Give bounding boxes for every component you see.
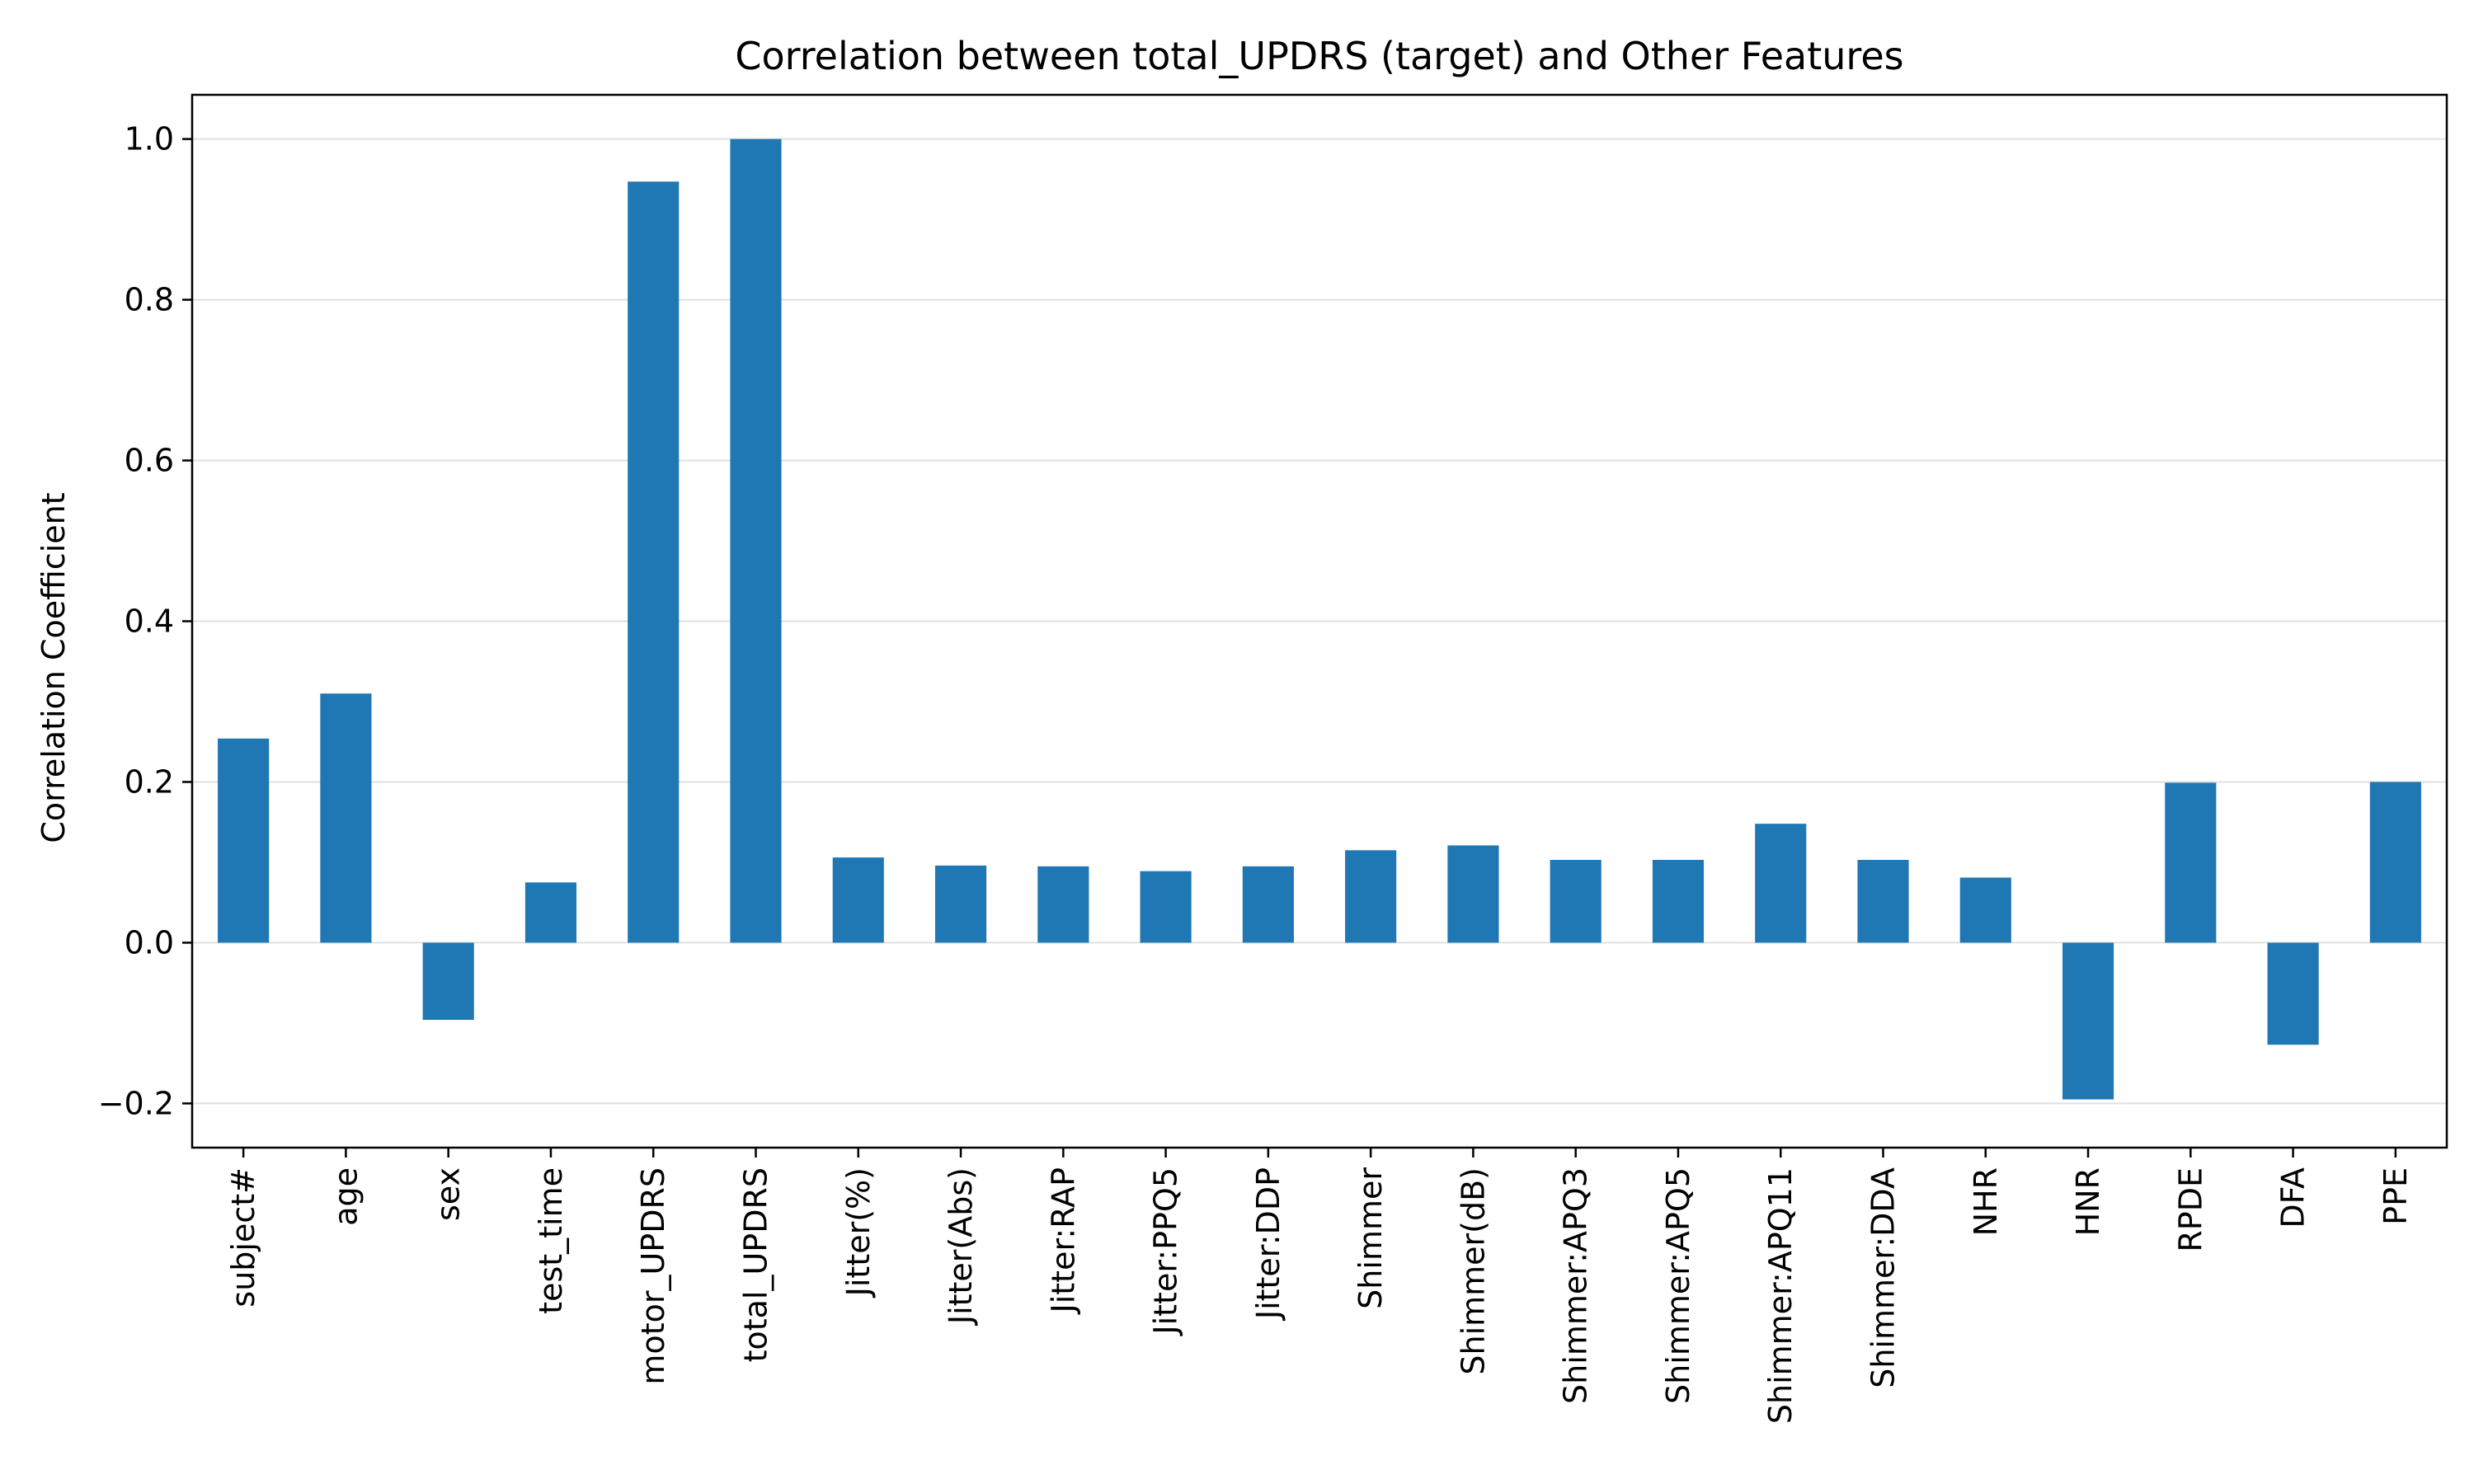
y-tick-label: 0.6 bbox=[125, 443, 174, 479]
chart-title: Correlation between total_UPDRS (target)… bbox=[735, 34, 1903, 78]
x-tick-label: Shimmer:DDA bbox=[1865, 1167, 1902, 1388]
x-tick-label: sex bbox=[430, 1167, 467, 1221]
x-tick-label: Jitter(Abs) bbox=[943, 1167, 979, 1326]
bar-RPDE bbox=[2165, 782, 2217, 943]
bar-Shimmer:APQ5 bbox=[1652, 860, 1705, 943]
x-tick-label: motor_UPDRS bbox=[635, 1167, 671, 1385]
bar-NHR bbox=[1959, 877, 2011, 943]
bar-total_UPDRS bbox=[730, 139, 782, 943]
x-tick-label: total_UPDRS bbox=[738, 1167, 774, 1362]
bar-Jitter(Abs) bbox=[934, 865, 987, 943]
x-tick-label: Shimmer bbox=[1352, 1167, 1389, 1309]
x-tick-label: Jitter(%) bbox=[840, 1167, 877, 1298]
bar-Shimmer(dB) bbox=[1447, 845, 1499, 943]
bar-PPE bbox=[2369, 782, 2421, 943]
x-tick-label: Shimmer:APQ5 bbox=[1660, 1167, 1696, 1404]
y-tick-label: −0.2 bbox=[98, 1085, 174, 1121]
y-tick-label: 0.4 bbox=[125, 603, 174, 640]
x-tick-label: NHR bbox=[1968, 1167, 2004, 1236]
x-tick-label: subject# bbox=[225, 1167, 261, 1308]
bar-Shimmer:APQ11 bbox=[1755, 824, 1807, 943]
x-tick-label: Shimmer(dB) bbox=[1455, 1167, 1491, 1375]
bar-subject# bbox=[218, 738, 270, 943]
bar-test_time bbox=[524, 882, 577, 943]
x-tick-label: Jitter:PPQ5 bbox=[1148, 1167, 1184, 1336]
y-axis-ticks: −0.2 0.0 0.2 0.4 0.6 0.8 1.0 bbox=[98, 121, 192, 1121]
y-tick-label: 0.0 bbox=[125, 924, 174, 960]
bar-Jitter:PPQ5 bbox=[1140, 871, 1192, 943]
x-tick-label: Jitter:RAP bbox=[1045, 1167, 1081, 1314]
bar-sex bbox=[422, 942, 474, 1021]
bar-Jitter(%) bbox=[832, 857, 884, 943]
y-tick-label: 1.0 bbox=[125, 121, 174, 157]
x-tick-label: RPDE bbox=[2172, 1167, 2208, 1252]
bar-Jitter:DDP bbox=[1242, 866, 1294, 943]
y-tick-label: 0.2 bbox=[125, 763, 174, 800]
bar-motor_UPDRS bbox=[628, 181, 680, 943]
x-tick-label: age bbox=[327, 1167, 364, 1226]
bar-Shimmer bbox=[1345, 850, 1397, 943]
plot-area-frame bbox=[190, 93, 2448, 1149]
x-tick-label: DFA bbox=[2275, 1167, 2312, 1228]
y-tick-label: 0.8 bbox=[125, 282, 174, 318]
bar-HNR bbox=[2062, 942, 2114, 1100]
x-tick-label: PPE bbox=[2378, 1167, 2414, 1225]
x-tick-label: Shimmer:APQ11 bbox=[1762, 1167, 1799, 1424]
bars bbox=[218, 139, 2421, 1100]
bar-Shimmer:DDA bbox=[1857, 860, 1909, 943]
y-axis-label: Correlation Coefficient bbox=[35, 492, 72, 843]
x-tick-label: HNR bbox=[2070, 1167, 2106, 1236]
bar-Jitter:RAP bbox=[1037, 866, 1089, 943]
x-tick-label: test_time bbox=[533, 1167, 569, 1314]
x-tick-label: Jitter:DDP bbox=[1250, 1167, 1286, 1321]
bar-Shimmer:APQ3 bbox=[1550, 860, 1602, 943]
bar-DFA bbox=[2267, 942, 2319, 1045]
x-tick-label: Shimmer:APQ3 bbox=[1558, 1167, 1594, 1404]
x-axis-ticks: subject# age sex test_time motor_UPDRS total_… bbox=[225, 1148, 2414, 1424]
bar-age bbox=[320, 693, 372, 943]
